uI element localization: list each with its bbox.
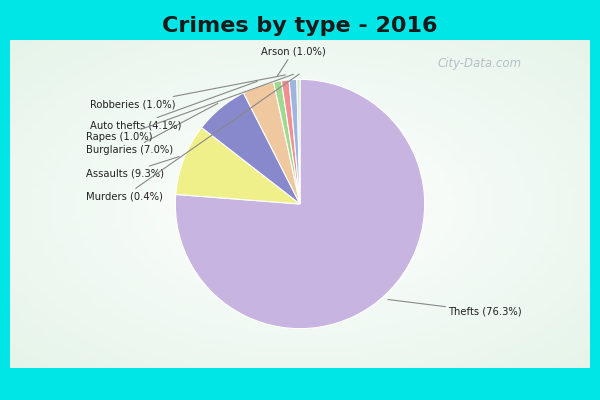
Text: Auto thefts (4.1%): Auto thefts (4.1%) bbox=[90, 81, 257, 130]
Text: City-Data.com: City-Data.com bbox=[438, 58, 522, 70]
Wedge shape bbox=[274, 81, 300, 204]
Text: Burglaries (7.0%): Burglaries (7.0%) bbox=[86, 104, 218, 155]
Text: Assaults (9.3%): Assaults (9.3%) bbox=[86, 156, 179, 179]
Text: Robberies (1.0%): Robberies (1.0%) bbox=[90, 75, 286, 109]
Wedge shape bbox=[281, 80, 300, 204]
Wedge shape bbox=[176, 128, 300, 204]
Wedge shape bbox=[202, 93, 300, 204]
Wedge shape bbox=[175, 79, 425, 329]
Wedge shape bbox=[289, 79, 300, 204]
Text: Rapes (1.0%): Rapes (1.0%) bbox=[86, 74, 293, 142]
Text: Crimes by type - 2016: Crimes by type - 2016 bbox=[162, 16, 438, 36]
Wedge shape bbox=[244, 82, 300, 204]
Text: Arson (1.0%): Arson (1.0%) bbox=[260, 47, 325, 76]
Text: Murders (0.4%): Murders (0.4%) bbox=[86, 74, 299, 201]
Wedge shape bbox=[297, 79, 300, 204]
Text: Thefts (76.3%): Thefts (76.3%) bbox=[388, 300, 522, 316]
